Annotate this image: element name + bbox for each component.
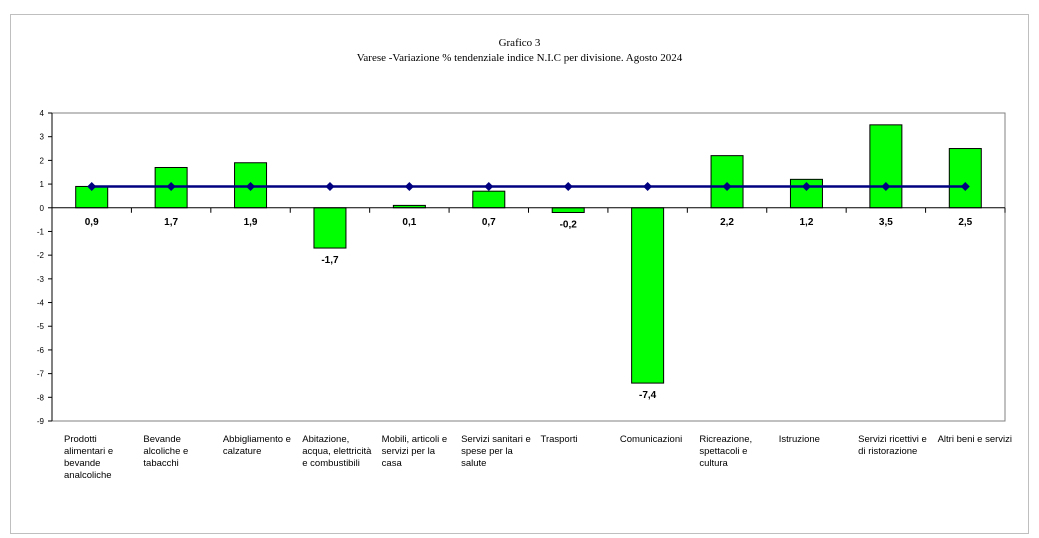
reference-marker [881,181,891,191]
chart-title: Grafico 3 [498,37,541,49]
bar [710,155,744,209]
y-tick-label: -8 [37,393,45,402]
reference-marker [166,181,176,191]
data-label: 2,2 [720,217,734,228]
bar [631,207,665,384]
reference-marker [960,181,970,191]
chart-frame [10,14,1029,534]
category-label: Istruzione [778,434,820,445]
y-tick-label: 1 [40,180,45,189]
data-label: -1,7 [321,255,339,266]
y-tick-label: -9 [37,417,45,426]
category-label: Servizi sanitari e spese per la salute [461,434,531,469]
reference-marker [563,181,573,191]
category-label: Abitazione, acqua, elettricità e combust… [302,434,372,469]
category-label: Trasporti [540,434,578,445]
category-label: Prodotti alimentari e bevande analcolich… [64,434,114,481]
bar [869,124,903,209]
reference-marker [643,181,653,191]
data-label: 1,7 [164,217,178,228]
data-label: 1,9 [244,217,258,228]
reference-marker [801,181,811,191]
data-label: 0,1 [402,217,416,228]
reference-marker [325,181,335,191]
bar [551,207,585,214]
y-tick-label: -4 [37,299,45,308]
data-label: -0,2 [560,220,578,231]
reference-marker [484,181,494,191]
y-tick-label: 3 [40,133,45,142]
data-label: 0,7 [482,217,496,228]
bar [948,148,982,209]
reference-marker [246,181,256,191]
reference-marker [87,181,97,191]
category-label: Abbigliamento e calzature [222,434,291,457]
reference-marker [404,181,414,191]
y-tick-label: -3 [37,275,45,284]
y-tick-label: 0 [40,204,45,213]
plot-area [51,112,1006,422]
category-label: Comunicazioni [619,434,683,445]
data-label: 2,5 [958,217,972,228]
category-label: Bevande alcoliche e tabacchi [143,434,189,469]
y-tick-label: -2 [37,251,45,260]
bar [472,190,506,209]
category-label: Ricreazione, spettacoli e cultura [699,434,753,469]
chart-subtitle: Varese -Variazione % tendenziale indice … [356,52,683,64]
reference-marker [722,181,732,191]
y-tick-label: -1 [37,227,45,236]
bar [313,207,347,249]
category-label: Mobili, articoli e servizi per la casa [381,434,448,469]
data-label: 3,5 [879,217,893,228]
y-tick-label: -5 [37,322,45,331]
category-label: Servizi ricettivi e di ristorazione [858,434,927,457]
y-tick-label: -6 [37,346,45,355]
data-label: 1,2 [800,217,814,228]
data-label: -7,4 [639,390,657,401]
category-label: Altri beni e servizi [937,434,1013,445]
y-tick-label: -7 [37,370,45,379]
data-label: 0,9 [85,217,99,228]
y-tick-label: 2 [40,156,45,165]
y-tick-label: 4 [40,109,45,118]
